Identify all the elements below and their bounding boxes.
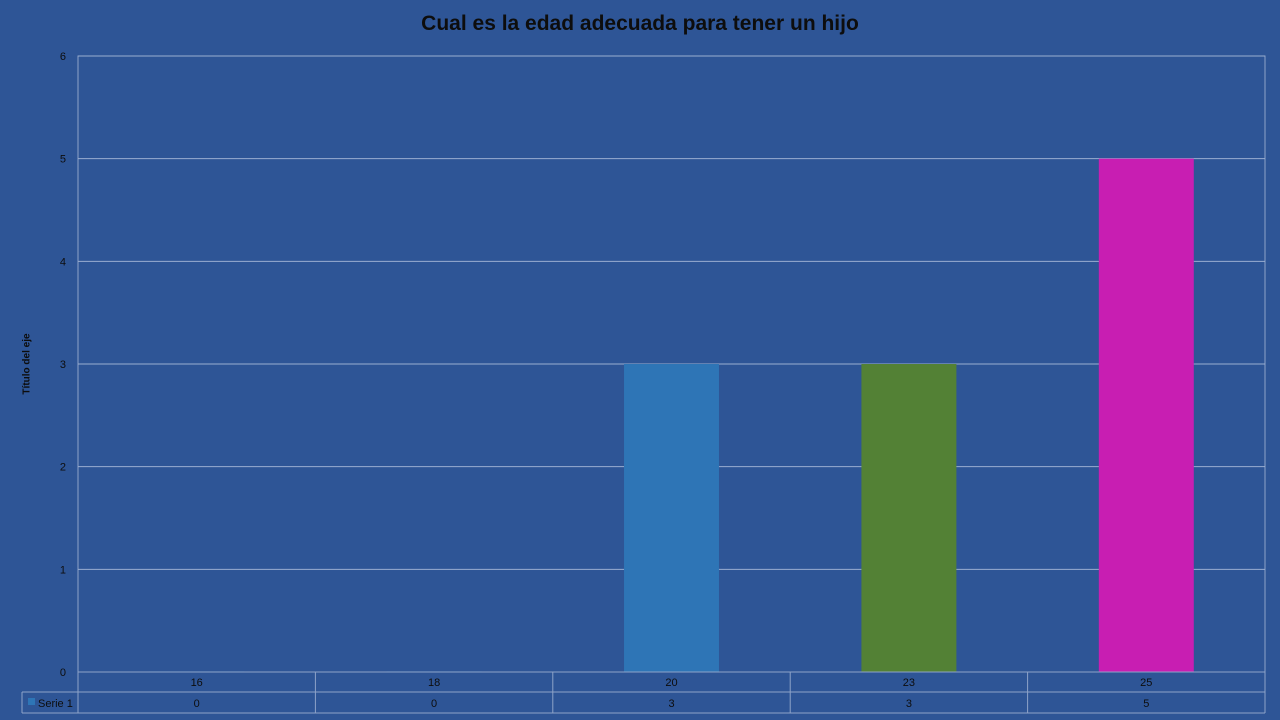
x-tick-label: 16 [191,677,203,689]
data-table-value: 0 [194,698,200,710]
bar [861,364,957,672]
data-table-value: 3 [668,698,674,710]
bar [1098,158,1194,672]
bar [624,364,719,672]
y-tick-label: 6 [60,51,66,63]
y-tick-label: 5 [60,154,66,166]
y-tick-label: 4 [60,256,66,268]
legend-swatch [28,698,35,705]
x-tick-label: 20 [665,677,677,689]
x-tick-label: 18 [428,677,440,689]
x-tick-label: 25 [1140,677,1152,689]
y-tick-label: 2 [60,462,66,474]
data-table-value: 0 [431,698,437,710]
legend-label: Serie 1 [38,698,73,710]
x-tick-label: 23 [903,677,915,689]
data-table-value: 3 [906,698,912,710]
y-tick-label: 3 [60,359,66,371]
chart-title: Cual es la edad adecuada para tener un h… [421,12,859,35]
y-tick-label: 0 [60,667,66,679]
y-tick-label: 1 [60,564,66,576]
data-table-value: 5 [1143,698,1149,710]
